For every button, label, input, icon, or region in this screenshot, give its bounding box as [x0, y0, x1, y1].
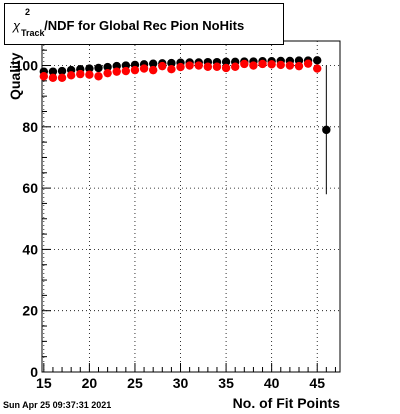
series-1	[39, 59, 322, 82]
data-point	[276, 60, 285, 70]
y-tick-label: 60	[22, 180, 38, 196]
data-point	[240, 59, 249, 69]
data-point	[139, 64, 149, 73]
data-point	[230, 62, 240, 71]
y-tick-label: 100	[15, 58, 39, 74]
data-point	[294, 61, 304, 71]
data-point	[303, 59, 313, 68]
x-axis-label: No. of Fit Points	[232, 395, 340, 411]
data-point	[221, 63, 231, 73]
data-point	[121, 66, 131, 76]
x-tick-label: 30	[173, 375, 189, 391]
title-superscript: 2	[25, 7, 31, 17]
data-point	[57, 73, 67, 82]
y-axis-label: Quality	[7, 52, 23, 100]
data-point	[185, 61, 194, 70]
data-point	[76, 69, 85, 79]
y-tick-label: 0	[30, 364, 38, 380]
data-point	[267, 60, 276, 69]
data-point	[130, 65, 140, 75]
data-point	[94, 63, 103, 73]
x-tick-label: 45	[309, 375, 325, 391]
data-point	[221, 57, 231, 67]
data-point	[39, 72, 49, 81]
data-point	[48, 67, 58, 76]
chi-symbol: χ	[13, 18, 21, 33]
data-point	[57, 66, 67, 76]
plot-frame	[41, 40, 341, 373]
chart-title: χ 2 Track/NDF for Global Rec Pion NoHits	[13, 7, 245, 38]
data-point	[176, 62, 185, 72]
data-point	[85, 64, 94, 73]
data-point	[103, 62, 112, 72]
data-point	[203, 62, 213, 71]
data-point	[258, 59, 267, 69]
data-point	[85, 70, 94, 79]
x-tick-label: 20	[82, 375, 98, 391]
x-tick-label: 40	[264, 375, 280, 391]
data-point	[285, 61, 295, 70]
data-point	[103, 68, 112, 78]
data-point	[66, 71, 76, 80]
data-point	[167, 58, 176, 68]
data-point	[313, 64, 322, 73]
data-point	[212, 62, 222, 71]
data-point	[322, 125, 331, 135]
data-point	[249, 61, 258, 70]
data-point	[148, 65, 158, 75]
data-point	[194, 61, 203, 70]
data-point	[48, 73, 58, 82]
data-point	[167, 64, 176, 74]
y-tick-label: 80	[22, 119, 38, 135]
axis-ticks: 15 20 25 30 35 40 45 0 20 40 60 80 100	[15, 49, 336, 391]
data-point	[158, 61, 167, 71]
data-point	[313, 56, 322, 65]
timestamp: Sun Apr 25 09:37:31 2021	[3, 400, 112, 410]
chart-title-box: χ 2 Track/NDF for Global Rec Pion NoHits	[4, 3, 284, 45]
x-tick-label: 35	[218, 375, 234, 391]
x-tick-label: 25	[127, 375, 143, 391]
y-tick-label: 20	[22, 303, 38, 319]
data-point	[94, 72, 103, 81]
y-tick-label: 40	[22, 241, 38, 257]
data-series	[39, 56, 331, 195]
title-subscript: Track	[21, 28, 45, 38]
data-point	[148, 59, 158, 68]
x-tick-label: 15	[36, 375, 52, 391]
data-point	[112, 67, 121, 76]
title-rest: /NDF for Global Rec Pion NoHits	[44, 18, 245, 33]
